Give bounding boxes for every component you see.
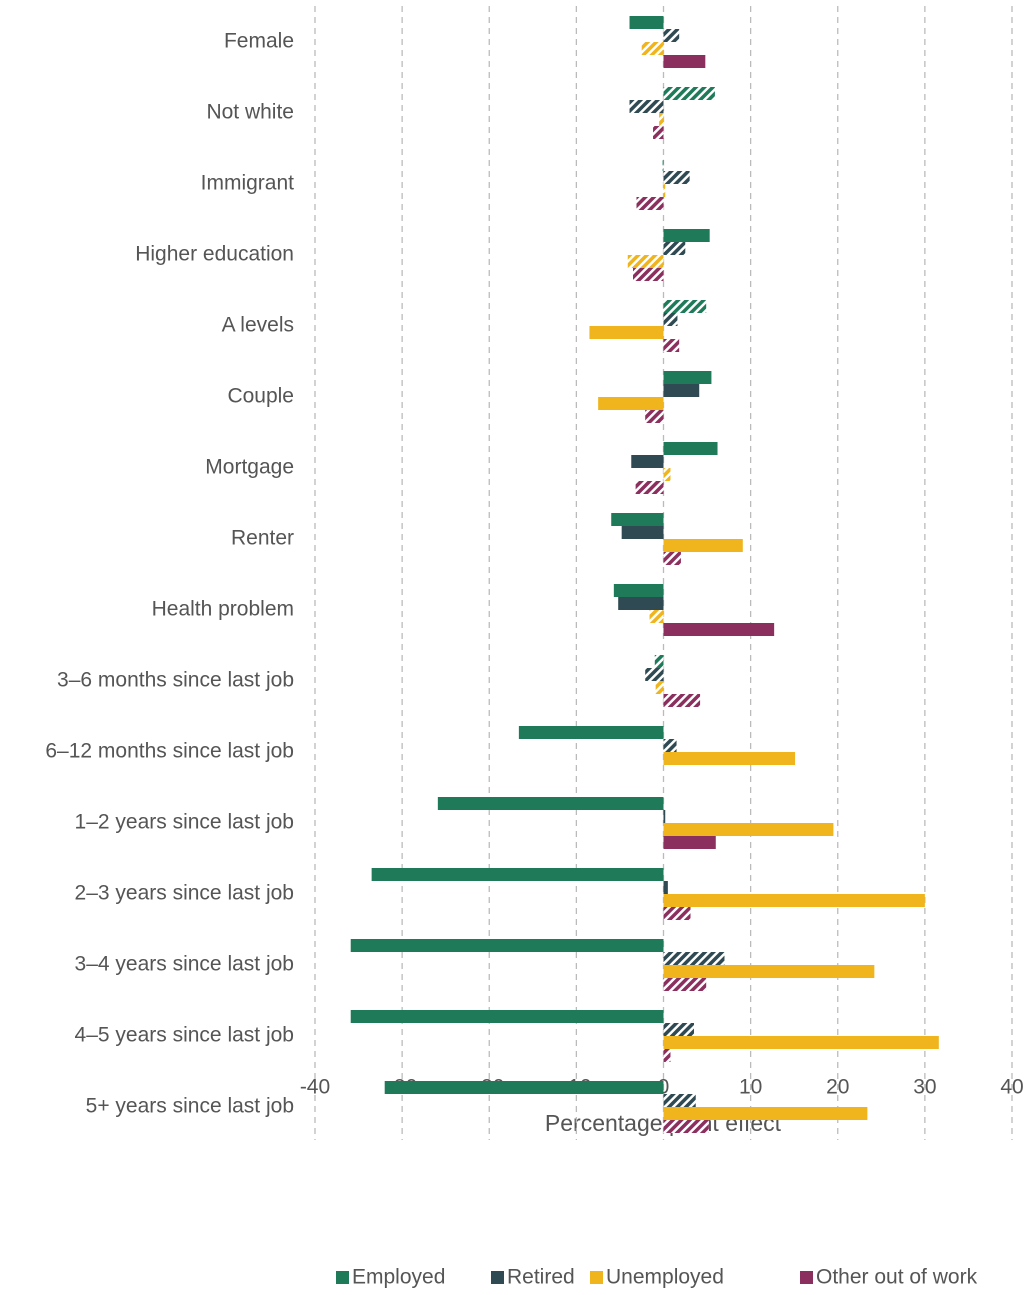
bar bbox=[655, 681, 664, 694]
bar bbox=[633, 268, 664, 281]
bar bbox=[636, 197, 664, 210]
bar bbox=[371, 868, 664, 881]
category-label: Health problem bbox=[152, 598, 294, 621]
bar bbox=[663, 468, 671, 481]
bar bbox=[629, 100, 664, 113]
bar bbox=[663, 1049, 671, 1062]
bar bbox=[663, 371, 712, 384]
bar bbox=[663, 739, 677, 752]
category-label: Mortgage bbox=[205, 456, 294, 479]
bar bbox=[611, 513, 664, 526]
legend-swatch bbox=[491, 1271, 504, 1284]
bar bbox=[384, 1081, 664, 1094]
bar bbox=[663, 1094, 696, 1107]
bar bbox=[641, 42, 664, 55]
bar bbox=[663, 242, 686, 255]
legend-swatch bbox=[590, 1271, 603, 1284]
bar bbox=[663, 907, 691, 920]
category-label: 3–4 years since last job bbox=[75, 953, 294, 976]
bar bbox=[631, 455, 664, 468]
bar bbox=[663, 952, 725, 965]
bar bbox=[627, 255, 664, 268]
bar bbox=[613, 584, 664, 597]
bar bbox=[663, 836, 716, 849]
bar bbox=[663, 894, 925, 907]
category-label: 3–6 months since last job bbox=[57, 669, 294, 692]
bar bbox=[663, 339, 680, 352]
bar bbox=[663, 1107, 868, 1120]
category-label: Female bbox=[224, 30, 294, 53]
bar bbox=[645, 410, 664, 423]
category-label: Immigrant bbox=[201, 172, 295, 195]
bar bbox=[663, 313, 678, 326]
bar bbox=[635, 481, 664, 494]
legend-label: Retired bbox=[507, 1266, 575, 1289]
category-label: Higher education bbox=[135, 243, 294, 266]
bar bbox=[663, 552, 681, 565]
bar bbox=[649, 610, 664, 623]
x-tick-label: 10 bbox=[739, 1076, 762, 1099]
x-tick-label: 20 bbox=[826, 1076, 849, 1099]
bar bbox=[663, 300, 707, 313]
bar bbox=[659, 113, 664, 126]
bar bbox=[663, 171, 690, 184]
bar bbox=[663, 810, 666, 823]
bar bbox=[662, 158, 664, 171]
category-label: 6–12 months since last job bbox=[45, 740, 294, 763]
x-tick-label: 40 bbox=[1000, 1076, 1023, 1099]
bar bbox=[518, 726, 664, 739]
legend-label: Unemployed bbox=[606, 1266, 724, 1289]
bar bbox=[663, 823, 834, 836]
bar bbox=[663, 881, 668, 894]
bar bbox=[589, 326, 664, 339]
category-label: 2–3 years since last job bbox=[75, 882, 294, 905]
bar bbox=[653, 126, 664, 139]
legend-swatch bbox=[336, 1271, 349, 1284]
bar bbox=[663, 87, 715, 100]
bar bbox=[598, 397, 664, 410]
bar bbox=[350, 939, 664, 952]
legend-swatch bbox=[800, 1271, 813, 1284]
bar bbox=[663, 29, 680, 42]
category-label: 4–5 years since last job bbox=[75, 1024, 294, 1047]
bar bbox=[663, 184, 666, 197]
bar bbox=[621, 526, 664, 539]
bar bbox=[350, 1010, 664, 1023]
bar bbox=[645, 668, 664, 681]
bar bbox=[663, 978, 707, 991]
category-label: 5+ years since last job bbox=[86, 1095, 294, 1118]
category-label: A levels bbox=[222, 314, 294, 337]
bar bbox=[663, 1023, 694, 1036]
bar bbox=[618, 597, 664, 610]
bar bbox=[663, 623, 775, 636]
category-label: Not white bbox=[206, 101, 294, 124]
category-label: 1–2 years since last job bbox=[75, 811, 294, 834]
x-tick-label: -40 bbox=[300, 1076, 330, 1099]
bar bbox=[663, 965, 875, 978]
bar bbox=[654, 655, 664, 668]
legend-label: Other out of work bbox=[816, 1266, 978, 1289]
bar bbox=[663, 384, 700, 397]
bar bbox=[629, 16, 664, 29]
bar bbox=[663, 229, 710, 242]
bar bbox=[663, 1036, 939, 1049]
legend-label: Employed bbox=[352, 1266, 445, 1289]
bar bbox=[663, 694, 701, 707]
bar bbox=[663, 752, 796, 765]
bar bbox=[663, 539, 743, 552]
bar bbox=[663, 442, 718, 455]
bar bbox=[663, 55, 706, 68]
bar bbox=[437, 797, 664, 810]
x-tick-label: 30 bbox=[913, 1076, 936, 1099]
bar bbox=[663, 1120, 709, 1133]
category-label: Renter bbox=[231, 527, 294, 550]
category-label: Couple bbox=[227, 385, 294, 408]
